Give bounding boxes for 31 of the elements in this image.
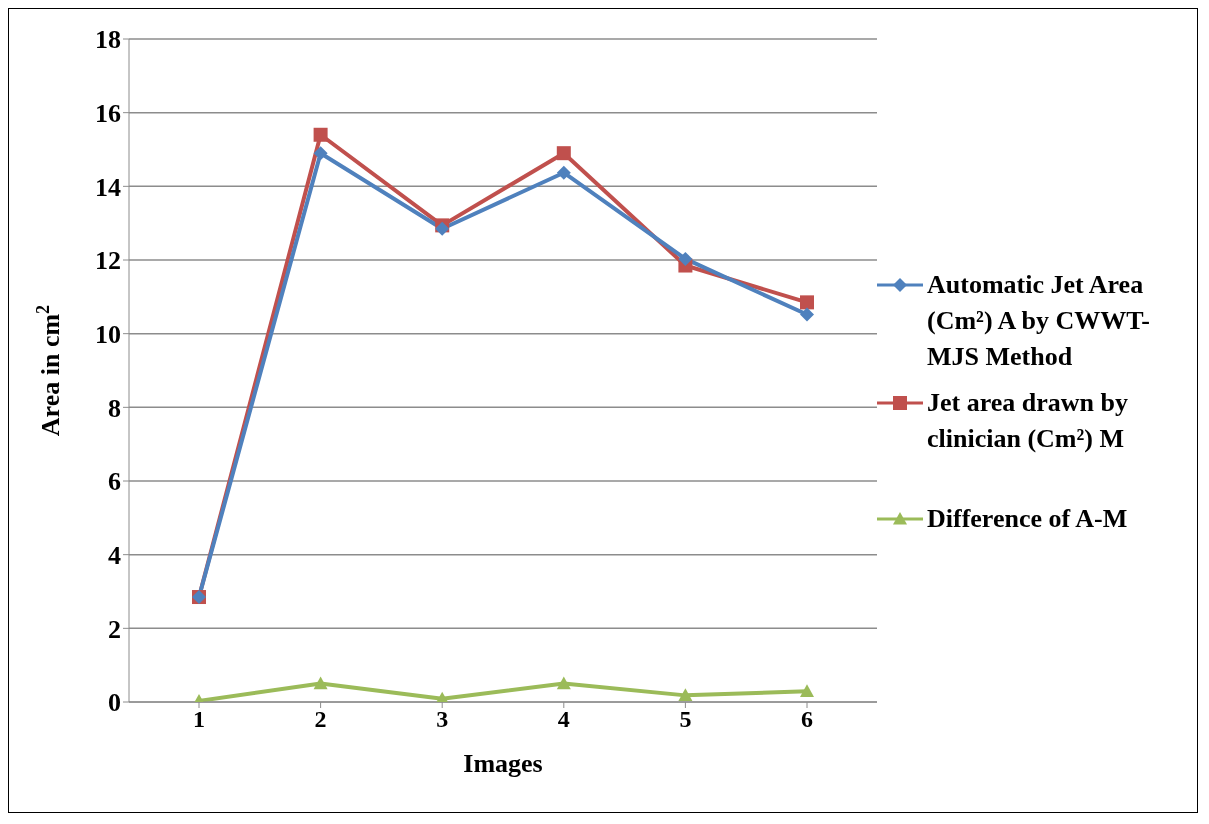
point [800,684,814,697]
y-tick-label: 10 [95,319,121,349]
point [678,688,693,701]
legend-label: Jet area drawn by clinician (Cm²) M [927,386,1129,455]
legend-label: Automatic Jet Area (Cm²) A by CWWT-MJS Method [927,268,1151,373]
point [800,295,814,310]
point [678,251,693,266]
x-tick-label: 1 [193,706,205,733]
y-tick-label: 16 [95,98,121,128]
x-tick-label: 3 [436,706,449,733]
legend-label: Difference of A-M [927,502,1128,535]
x-tick-label: 4 [557,706,570,733]
point [313,676,328,690]
x-tick-label: 5 [679,706,692,733]
point [313,127,328,142]
y-tick-label: 0 [108,688,121,718]
point [556,146,571,161]
y-tick-label: 8 [108,393,121,423]
point [556,165,571,180]
y-tick-label: 2 [108,614,121,644]
y-tick-label: 18 [95,25,121,55]
point [800,307,814,322]
x-tick-label: 2 [314,706,327,733]
y-tick-label: 12 [95,246,121,276]
x-axis-title: Images [463,749,543,778]
y-tick-label: 14 [95,172,121,202]
x-tick-label: 6 [801,706,813,733]
y-tick-label: 6 [108,467,121,497]
point [313,146,328,161]
point [556,676,571,690]
y-tick-label: 4 [108,540,121,570]
